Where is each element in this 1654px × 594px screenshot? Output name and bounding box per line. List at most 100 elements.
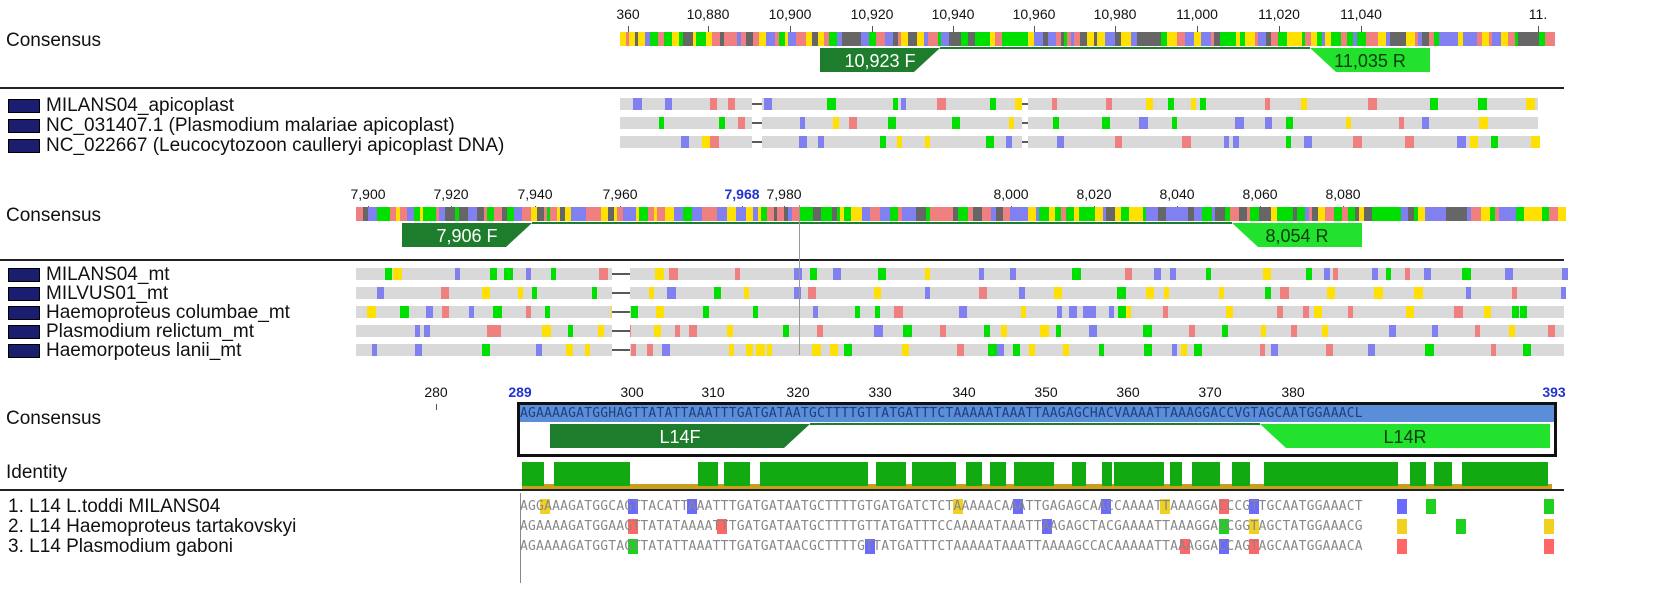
variable-site — [728, 98, 735, 110]
consensus-base — [1357, 32, 1366, 46]
consensus-base — [901, 32, 908, 46]
primer-label: L14F — [659, 427, 700, 447]
consensus-base — [1348, 207, 1355, 221]
consensus-base — [737, 32, 741, 46]
ruler-mark — [790, 26, 791, 32]
consensus-base — [1524, 32, 1533, 46]
sequence-name[interactable]: MILANS04_mt — [8, 264, 170, 286]
consensus-base — [420, 207, 423, 221]
variable-site — [504, 268, 513, 280]
variable-site — [1102, 117, 1110, 129]
consensus-base — [1166, 207, 1171, 221]
variable-site — [988, 344, 997, 356]
sequence-name[interactable]: NC_031407.1 (Plasmodium malariae apicopl… — [8, 115, 455, 137]
variable-site — [746, 344, 753, 356]
variable-site — [1432, 325, 1438, 337]
consensus-base — [384, 207, 390, 221]
sequence-name[interactable]: Haemorpoteus lanii_mt — [8, 340, 241, 362]
consensus-base — [1010, 207, 1019, 221]
variable-site — [1053, 117, 1059, 129]
consensus-base — [1545, 32, 1555, 46]
consensus-base — [1492, 32, 1501, 46]
sequence-name[interactable]: 3. L14 Plasmodium gaboni — [8, 536, 233, 558]
alignment-tracks-apicoplast — [620, 98, 1540, 148]
consensus-base — [712, 32, 720, 46]
variable-site — [957, 344, 964, 356]
variable-site — [1562, 268, 1568, 280]
consensus-base — [753, 207, 758, 221]
consensus-base — [1011, 32, 1015, 46]
variable-site — [888, 117, 896, 129]
consensus-base — [1036, 207, 1039, 221]
variable-site — [1314, 306, 1322, 318]
sequence-name-text: 3. L14 Plasmodium gaboni — [8, 536, 233, 557]
ruler-tick: 320 — [786, 384, 810, 400]
ruler-tick: 300 — [620, 384, 644, 400]
consensus-base — [991, 207, 996, 221]
variable-site — [487, 325, 496, 337]
mismatch-mark — [1248, 539, 1259, 554]
primer-f — [820, 48, 940, 72]
ruler-tick: 10,880 — [686, 6, 730, 22]
consensus-base — [924, 32, 928, 46]
ruler-mark — [1361, 26, 1362, 32]
consensus-base — [693, 32, 696, 46]
consensus-base — [761, 207, 767, 221]
consensus-base — [1131, 32, 1137, 46]
sequence-name[interactable]: Haemoproteus columbae_mt — [8, 302, 290, 324]
consensus-base — [1395, 207, 1401, 221]
variable-site — [1374, 287, 1383, 299]
consensus-base — [645, 32, 650, 46]
variable-site — [719, 117, 725, 129]
consensus-base — [961, 32, 965, 46]
variable-site — [1531, 136, 1540, 148]
consensus-base — [1533, 207, 1542, 221]
consensus-base — [445, 207, 455, 221]
variable-site — [1478, 98, 1487, 110]
variable-site — [818, 136, 824, 148]
variable-site — [1029, 344, 1035, 356]
consensus-track-mitochondrial — [356, 207, 1566, 221]
variable-site — [990, 98, 996, 110]
sequence-name[interactable]: MILVUS01_mt — [8, 283, 168, 305]
variable-site — [1491, 136, 1498, 148]
ruler-tick: 11,020 — [1258, 6, 1300, 22]
consensus-label: Consensus — [6, 205, 102, 226]
consensus-base — [683, 207, 692, 221]
sequence-name[interactable]: Plasmodium relictum_mt — [8, 321, 254, 343]
consensus-base — [1446, 207, 1451, 221]
variable-site — [490, 268, 497, 280]
consensus-base — [1202, 207, 1212, 221]
consensus-base — [1143, 207, 1146, 221]
sequence-name[interactable]: 1. L14 L.toddi MILANS04 — [8, 496, 220, 518]
mismatch-mark — [1544, 499, 1555, 514]
variable-site — [1172, 344, 1177, 356]
variable-site — [1561, 287, 1566, 299]
consensus-base — [592, 207, 601, 221]
variable-site — [1520, 306, 1527, 318]
sequence-name-text: MILANS04_mt — [46, 264, 170, 285]
consensus-base — [1518, 32, 1524, 46]
ruler-mark — [1034, 26, 1035, 32]
consensus-base — [784, 207, 788, 221]
consensus-base — [928, 32, 938, 46]
variable-site — [1013, 344, 1020, 356]
variable-site — [1010, 268, 1016, 280]
variable-site — [1265, 287, 1271, 299]
consensus-base — [1146, 32, 1153, 46]
consensus-base — [1178, 207, 1188, 221]
variable-site — [1170, 268, 1176, 280]
sequence-name[interactable]: MILANS04_apicoplast — [8, 95, 234, 117]
variable-site — [551, 268, 556, 280]
consensus-base — [909, 207, 916, 221]
variable-site — [598, 325, 604, 337]
variable-site — [1139, 117, 1148, 129]
consensus-base — [1422, 32, 1429, 46]
variable-site — [1368, 98, 1377, 110]
consensus-base — [1539, 32, 1545, 46]
sequence-name[interactable]: 2. L14 Haemoproteus tartakovskyi — [8, 516, 296, 538]
variable-site — [1083, 306, 1092, 318]
variable-site — [1194, 344, 1202, 356]
sequence-name[interactable]: NC_022667 (Leucocytozoon caulleryi apico… — [8, 135, 504, 157]
ruler-tick: 8,020 — [1076, 186, 1112, 202]
